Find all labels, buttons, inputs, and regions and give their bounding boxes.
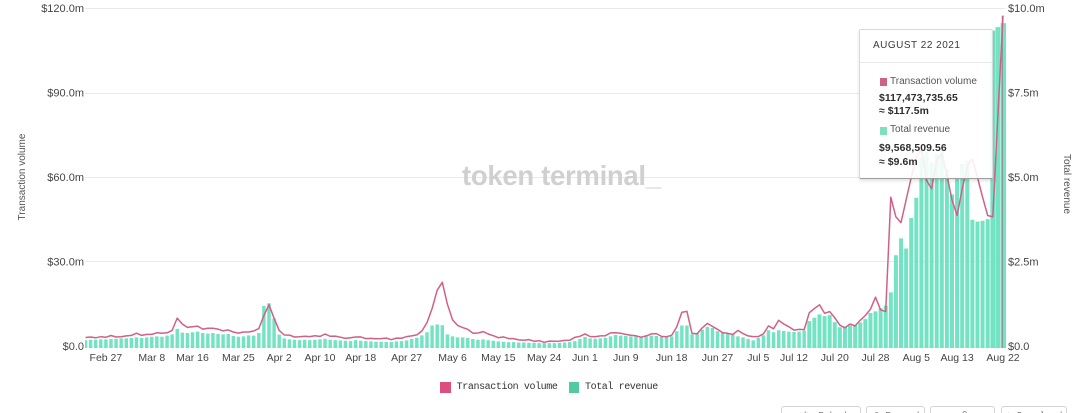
svg-text:Aug 5: Aug 5 <box>903 352 931 364</box>
svg-text:Jun 18: Jun 18 <box>656 352 688 364</box>
svg-text:Apr 27: Apr 27 <box>391 352 422 364</box>
svg-text:Aug 22: Aug 22 <box>986 352 1019 364</box>
svg-text:May 6: May 6 <box>438 352 467 364</box>
svg-text:Total revenue: Total revenue <box>1061 154 1072 214</box>
svg-text:Jun 27: Jun 27 <box>702 352 734 364</box>
svg-text:Jul 12: Jul 12 <box>780 352 808 364</box>
svg-text:$120.0m: $120.0m <box>41 3 84 15</box>
svg-text:Jul 28: Jul 28 <box>861 352 889 364</box>
svg-text:$10.0m: $10.0m <box>1008 3 1045 15</box>
svg-text:$0.0: $0.0 <box>1008 341 1029 353</box>
svg-text:$7.5m: $7.5m <box>1008 88 1039 100</box>
svg-text:Jul 5: Jul 5 <box>747 352 769 364</box>
svg-text:$30.0m: $30.0m <box>47 257 84 269</box>
svg-text:May 15: May 15 <box>481 352 516 364</box>
svg-text:$60.0m: $60.0m <box>47 172 84 184</box>
svg-text:Mar 25: Mar 25 <box>222 352 255 364</box>
svg-text:Apr 2: Apr 2 <box>267 352 292 364</box>
svg-text:May 24: May 24 <box>527 352 562 364</box>
svg-text:Jun 1: Jun 1 <box>572 352 598 364</box>
svg-text:$0.0: $0.0 <box>63 341 84 353</box>
svg-text:Feb 27: Feb 27 <box>90 352 123 364</box>
svg-text:Jun 9: Jun 9 <box>613 352 639 364</box>
svg-text:Jul 20: Jul 20 <box>821 352 849 364</box>
svg-text:Aug 13: Aug 13 <box>940 352 973 364</box>
svg-text:Transaction volume: Transaction volume <box>17 133 28 220</box>
svg-text:Apr 10: Apr 10 <box>305 352 336 364</box>
svg-text:Mar 8: Mar 8 <box>138 352 165 364</box>
svg-text:Mar 16: Mar 16 <box>176 352 209 364</box>
svg-text:$2.5m: $2.5m <box>1008 257 1039 269</box>
svg-text:$5.0m: $5.0m <box>1008 172 1039 184</box>
svg-text:$90.0m: $90.0m <box>47 88 84 100</box>
svg-text:Apr 18: Apr 18 <box>345 352 376 364</box>
